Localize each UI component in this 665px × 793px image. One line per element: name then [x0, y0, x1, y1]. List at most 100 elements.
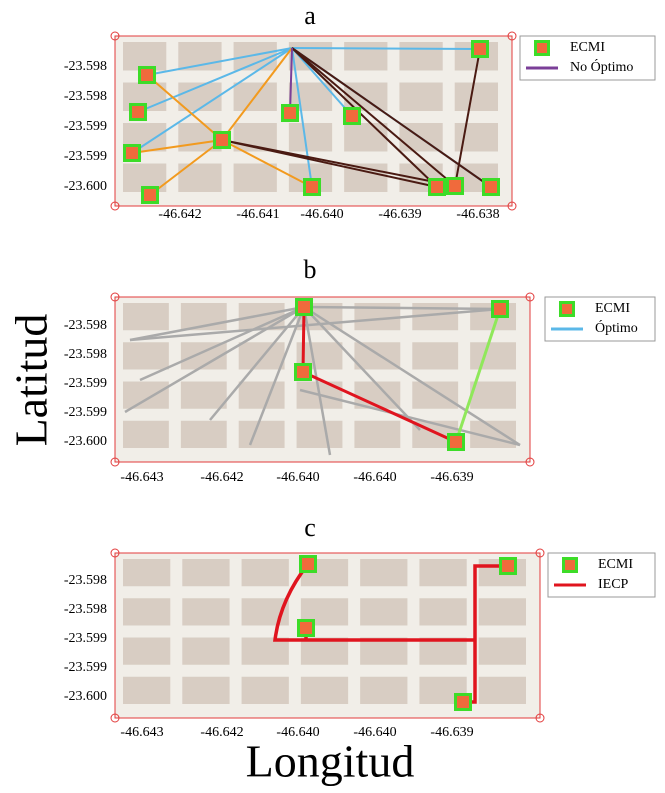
x-tick-label: -46.640 — [353, 725, 396, 740]
y-tick-label: -23.600 — [64, 434, 107, 449]
map-block — [239, 421, 285, 448]
ecmi-marker-core — [346, 110, 358, 122]
ecmi-marker-core — [132, 106, 144, 118]
x-tick-label: -46.642 — [158, 207, 201, 222]
map-block — [182, 677, 229, 704]
map-block — [479, 638, 526, 665]
y-tick-label: -23.599 — [64, 149, 107, 164]
ecmi-marker-core — [302, 558, 314, 570]
route — [303, 307, 304, 372]
ecmi-marker-core — [565, 560, 575, 570]
ecmi-marker-core — [537, 43, 547, 53]
panel-label: c — [304, 513, 316, 542]
map-block — [181, 382, 227, 409]
map-block — [470, 382, 516, 409]
ecmi-marker-core — [284, 107, 296, 119]
route — [292, 48, 480, 49]
y-axis-label: Latitud — [6, 314, 57, 447]
map-block — [123, 598, 170, 625]
map-block — [354, 421, 400, 448]
x-axis-label: Longitud — [246, 736, 415, 787]
legend-label: ECMI — [595, 301, 630, 316]
y-tick-label: -23.598 — [64, 318, 107, 333]
map-block — [123, 677, 170, 704]
legend-label: Óptimo — [595, 319, 638, 336]
y-tick-label: -23.599 — [64, 376, 107, 391]
x-tick-label: -46.642 — [200, 470, 243, 485]
x-tick-label: -46.640 — [276, 470, 319, 485]
ecmi-marker-core — [300, 622, 312, 634]
map-block — [297, 421, 343, 448]
map-block — [178, 42, 221, 71]
y-tick-label: -23.599 — [64, 660, 107, 675]
map-block — [239, 342, 285, 369]
map-block — [123, 638, 170, 665]
y-tick-label: -23.598 — [64, 573, 107, 588]
map-block — [182, 598, 229, 625]
map-block — [360, 559, 407, 586]
map-block — [399, 42, 442, 71]
ecmi-marker-core — [450, 436, 462, 448]
map-block — [234, 164, 277, 193]
y-tick-label: -23.599 — [64, 119, 107, 134]
map-block — [360, 598, 407, 625]
ecmi-marker-core — [141, 69, 153, 81]
y-tick-label: -23.598 — [64, 347, 107, 362]
map-block — [479, 677, 526, 704]
map-block — [242, 559, 289, 586]
y-tick-label: -23.598 — [64, 602, 107, 617]
ecmi-marker-core — [144, 189, 156, 201]
x-tick-label: -46.643 — [120, 725, 163, 740]
map-block — [123, 421, 169, 448]
y-tick-label: -23.600 — [64, 179, 107, 194]
map-block — [470, 342, 516, 369]
map-block — [479, 598, 526, 625]
ecmi-marker-core — [562, 304, 572, 314]
map-block — [123, 303, 169, 330]
legend-label: IECP — [598, 577, 629, 592]
figure: Latitud Longitud a-23.598-23.598-23.599-… — [0, 0, 665, 788]
map-block — [123, 382, 169, 409]
map-block — [399, 83, 442, 112]
y-tick-label: -23.600 — [64, 689, 107, 704]
y-tick-label: -23.599 — [64, 631, 107, 646]
map-block — [301, 677, 348, 704]
x-tick-label: -46.639 — [430, 725, 473, 740]
map-block — [123, 559, 170, 586]
ecmi-marker-core — [216, 134, 228, 146]
map-block — [182, 638, 229, 665]
map-block — [242, 677, 289, 704]
map-block — [419, 559, 466, 586]
x-tick-label: -46.642 — [200, 725, 243, 740]
ecmi-marker-core — [306, 181, 318, 193]
x-tick-label: -46.640 — [300, 207, 343, 222]
map-block — [289, 123, 332, 152]
map-block — [239, 382, 285, 409]
ecmi-marker-core — [431, 181, 443, 193]
legend-label: ECMI — [570, 40, 605, 55]
ecmi-marker-core — [297, 366, 309, 378]
map-block — [455, 83, 498, 112]
ecmi-marker-core — [474, 43, 486, 55]
x-tick-label: -46.641 — [236, 207, 279, 222]
x-tick-label: -46.640 — [276, 725, 319, 740]
x-tick-label: -46.638 — [456, 207, 499, 222]
ecmi-marker-core — [494, 303, 506, 315]
ecmi-marker-core — [126, 147, 138, 159]
x-tick-label: -46.639 — [430, 470, 473, 485]
y-tick-label: -23.598 — [64, 59, 107, 74]
y-tick-label: -23.599 — [64, 405, 107, 420]
map-block — [123, 342, 169, 369]
legend-label: ECMI — [598, 557, 633, 572]
panel-label: b — [304, 255, 317, 284]
x-tick-label: -46.643 — [120, 470, 163, 485]
map-block — [412, 342, 458, 369]
ecmi-marker-core — [485, 181, 497, 193]
x-tick-label: -46.640 — [353, 470, 396, 485]
map-block — [344, 42, 387, 71]
map-block — [181, 421, 227, 448]
y-tick-label: -23.598 — [64, 89, 107, 104]
map-block — [182, 559, 229, 586]
legend-label: No Óptimo — [570, 58, 633, 75]
map-block — [344, 123, 387, 152]
